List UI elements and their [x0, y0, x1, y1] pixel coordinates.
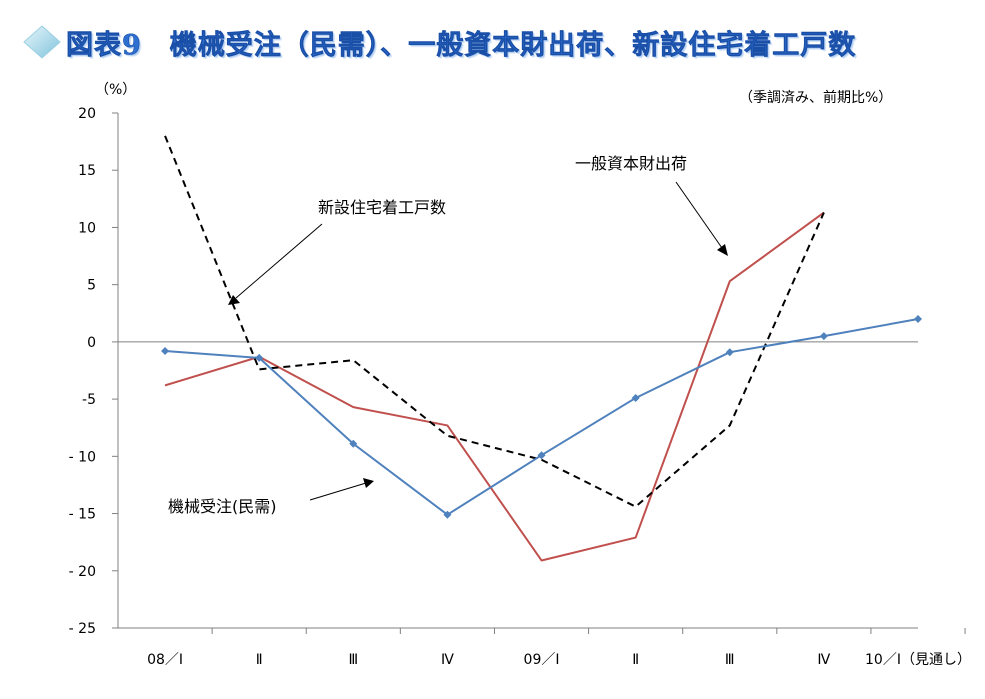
y-tick-label: - 20 — [69, 564, 96, 580]
arrow-machinery-orders — [309, 482, 367, 501]
y-tick-label: - 10 — [69, 449, 96, 465]
y-tick-label: 15 — [78, 163, 96, 179]
arrow-capital-goods — [675, 181, 723, 249]
data-point-marker — [537, 451, 546, 460]
y-tick-label: 20 — [78, 106, 96, 122]
data-point-marker — [161, 347, 170, 356]
x-tick-label: 10／Ⅰ（見通し） — [865, 652, 971, 668]
data-point-marker — [631, 393, 640, 402]
chart-note: （季調済み、前期比%） — [739, 89, 892, 106]
y-tick-label: - 15 — [69, 507, 96, 523]
data-point-marker — [349, 439, 358, 448]
x-tick-label: Ⅳ — [817, 652, 830, 668]
label-housing-starts: 新設住宅着工戸数 — [318, 198, 446, 217]
annotations: 新設住宅着工戸数 一般資本財出荷 機械受注(民需) — [168, 154, 728, 516]
y-axis: 20 15 10 5 0 -5 - 10 - 15 - 20 - 25 — [69, 106, 118, 637]
chart-title-row: 図表9 機械受注（民需）、一般資本財出荷、新設住宅着工戸数 — [22, 22, 856, 62]
diamond-icon — [23, 25, 61, 59]
x-tick-label: Ⅳ — [441, 652, 454, 668]
data-point-marker — [443, 510, 452, 519]
arrow-housing-starts — [235, 223, 323, 299]
y-tick-label: -5 — [82, 392, 96, 408]
arrowhead-machinery-orders — [363, 478, 374, 488]
series-line-1 — [164, 211, 825, 562]
data-point-marker — [819, 332, 828, 341]
series-line-2 — [164, 135, 825, 508]
arrowhead-capital-goods — [717, 244, 728, 256]
chart-title: 図表9 機械受注（民需）、一般資本財出荷、新設住宅着工戸数 — [66, 29, 857, 61]
y-tick-label: - 25 — [69, 621, 96, 637]
x-tick-label: Ⅱ — [632, 652, 639, 668]
label-machinery-orders: 機械受注(民需) — [168, 497, 277, 516]
y-tick-label: 5 — [87, 278, 96, 294]
data-point-marker — [914, 315, 922, 323]
y-axis-unit-label: （%） — [95, 82, 136, 98]
x-tick-label: 08／Ⅰ — [147, 652, 183, 668]
x-tick-label: Ⅲ — [725, 652, 735, 668]
label-capital-goods: 一般資本財出荷 — [575, 154, 687, 173]
y-tick-label: 10 — [78, 220, 96, 236]
x-tick-label: 09／Ⅰ — [524, 652, 560, 668]
series-layer — [161, 135, 922, 562]
arrowhead-housing-starts — [228, 295, 240, 305]
data-point-marker — [725, 348, 734, 357]
y-tick-label: 0 — [87, 335, 96, 351]
data-point-marker — [255, 353, 264, 362]
x-tick-label: Ⅲ — [348, 652, 358, 668]
series-line-0 — [164, 318, 919, 516]
x-tick-label: Ⅱ — [256, 652, 263, 668]
